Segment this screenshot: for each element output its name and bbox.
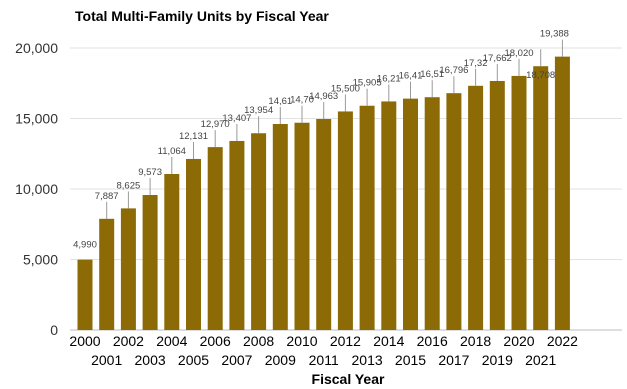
y-tick-label: 0 <box>50 322 58 338</box>
x-tick-label: 2013 <box>352 352 383 368</box>
bar <box>533 66 549 331</box>
x-tick-label: 2019 <box>482 352 513 368</box>
bar <box>99 218 115 330</box>
data-label: 16,21 <box>377 73 401 84</box>
data-label: 8,625 <box>117 180 141 191</box>
data-label: 14,61 <box>268 96 292 107</box>
data-label: 9,573 <box>138 167 162 178</box>
bar <box>489 80 505 331</box>
bar <box>554 56 570 330</box>
x-tick-label: 2022 <box>547 333 578 349</box>
x-tick-label: 2015 <box>395 352 426 368</box>
x-tick-label: 2021 <box>525 352 556 368</box>
x-tick-label: 2020 <box>503 333 534 349</box>
chart-title: Total Multi-Family Units by Fiscal Year <box>75 8 329 24</box>
bar <box>294 122 310 330</box>
y-tick-label: 5,000 <box>23 252 58 268</box>
x-tick-label: 2018 <box>460 333 491 349</box>
x-tick-label: 2006 <box>200 333 231 349</box>
bar <box>120 208 136 330</box>
x-tick-label: 2016 <box>417 333 448 349</box>
data-label: 11,064 <box>158 146 186 157</box>
label-leaders <box>106 39 563 219</box>
data-label: 13,407 <box>222 113 251 124</box>
y-tick-label: 15,000 <box>15 111 58 127</box>
data-label: 14,70 <box>290 95 314 106</box>
bar <box>164 173 180 330</box>
x-tick-label: 2001 <box>91 352 122 368</box>
data-label: 12,131 <box>179 131 208 142</box>
bar <box>359 105 375 330</box>
bar <box>251 133 267 330</box>
data-label: 4,990 <box>73 240 97 251</box>
data-label: 19,388 <box>540 29 569 40</box>
data-label: 18,708 <box>526 70 555 81</box>
data-label: 17,32 <box>464 58 488 69</box>
data-label: 15,905 <box>353 78 382 89</box>
data-label: 16,41 <box>399 71 423 82</box>
x-tick-label: 2010 <box>286 333 317 349</box>
x-tick-label: 2009 <box>265 352 296 368</box>
bar <box>381 101 397 331</box>
data-label: 7,887 <box>95 191 119 202</box>
bar <box>511 75 527 330</box>
y-tick-label: 20,000 <box>15 40 58 56</box>
bar <box>229 140 245 330</box>
data-label: 16,796 <box>439 65 468 76</box>
bar <box>424 97 440 330</box>
x-axis-title: Fiscal Year <box>312 371 385 387</box>
bar <box>207 147 223 330</box>
bar <box>186 158 201 330</box>
bar <box>446 93 462 331</box>
x-tick-label: 2002 <box>113 333 144 349</box>
bar <box>272 123 288 331</box>
bars <box>77 56 570 331</box>
x-tick-label: 2008 <box>243 333 274 349</box>
data-labels: 4,9907,8878,6259,57311,06412,13112,97013… <box>73 29 569 251</box>
data-label: 15,500 <box>331 83 360 94</box>
data-label: 16,51 <box>420 69 444 80</box>
data-label: 14,963 <box>309 91 338 102</box>
bar <box>337 111 353 330</box>
bar <box>142 195 158 330</box>
x-tick-label: 2004 <box>156 333 187 349</box>
x-tick-label: 2000 <box>69 333 100 349</box>
y-axis: 0 5,000 10,000 15,000 20,000 <box>15 40 58 338</box>
bar <box>468 85 484 331</box>
bar <box>403 98 418 330</box>
y-tick-label: 10,000 <box>15 181 58 197</box>
x-tick-label: 2014 <box>373 333 404 349</box>
x-tick-label: 2005 <box>178 352 209 368</box>
data-label: 13,954 <box>244 105 273 116</box>
x-tick-label: 2017 <box>438 352 469 368</box>
bar <box>77 259 93 330</box>
x-axis: 2000 2001 2002 2003 2004 2005 2006 2007 2008 2009… <box>69 333 578 368</box>
data-label: 12,970 <box>201 119 230 130</box>
x-tick-label: 2011 <box>309 352 339 368</box>
x-tick-label: 2007 <box>221 352 252 368</box>
bar <box>316 119 332 330</box>
data-label: 18,020 <box>504 48 533 59</box>
data-label: 17,662 <box>483 53 512 64</box>
x-tick-label: 2003 <box>135 352 166 368</box>
x-tick-label: 2012 <box>330 333 361 349</box>
